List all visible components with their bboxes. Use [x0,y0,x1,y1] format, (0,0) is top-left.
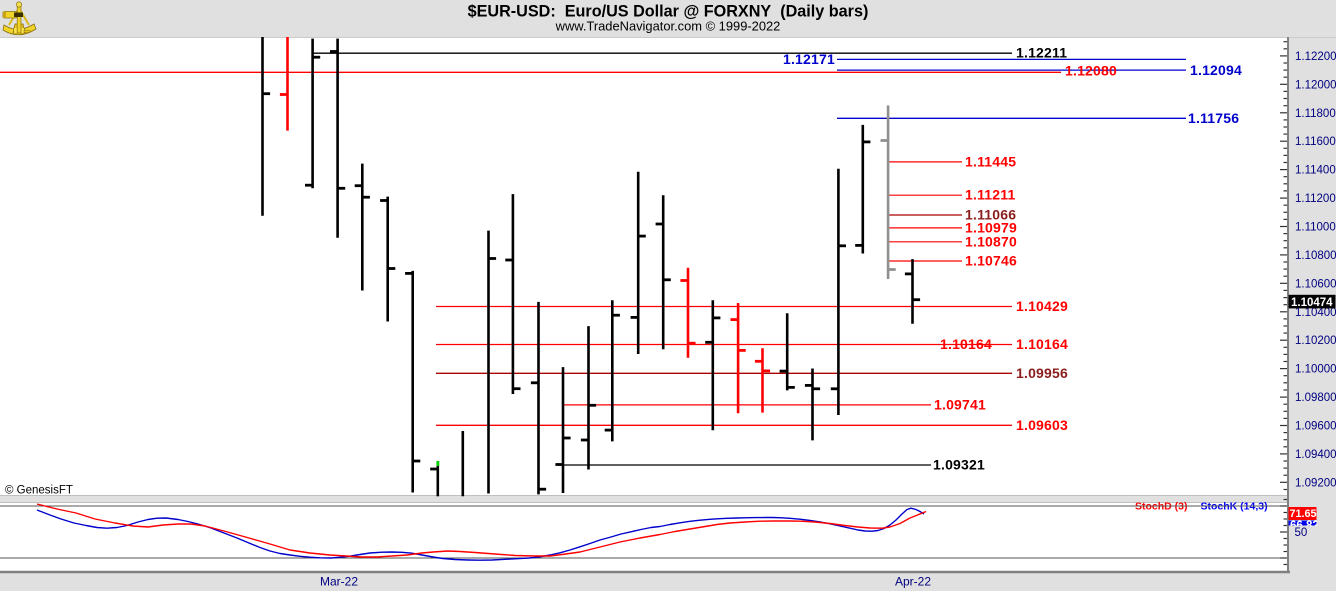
svg-text:1.11756: 1.11756 [1188,110,1239,126]
svg-text:1.11211: 1.11211 [965,187,1015,203]
svg-text:1.11000: 1.11000 [1295,222,1336,234]
svg-text:66.82: 66.82 [1290,520,1319,532]
svg-text:1.10870: 1.10870 [965,233,1017,249]
svg-text:1.10746: 1.10746 [965,253,1017,269]
svg-text:1.09741: 1.09741 [934,396,986,412]
svg-text:1.09800: 1.09800 [1295,392,1336,404]
svg-text:1.12094: 1.12094 [1190,62,1242,78]
svg-text:1.11066: 1.11066 [965,207,1016,223]
svg-text:1.09400: 1.09400 [1295,449,1336,461]
svg-text:1.10164: 1.10164 [940,336,992,352]
svg-text:1.10164: 1.10164 [1016,336,1068,352]
svg-text:1.12000: 1.12000 [1295,79,1336,91]
svg-text:Mar-22: Mar-22 [320,575,358,589]
svg-text:www.TradeNavigator.com © 1999-: www.TradeNavigator.com © 1999-2022 [555,19,781,34]
svg-text:1.11445: 1.11445 [965,153,1016,169]
svg-text:Apr-22: Apr-22 [895,575,931,589]
svg-text:1.10979: 1.10979 [965,219,1017,235]
svg-text:1.09200: 1.09200 [1295,477,1336,489]
svg-text:© GenesisFT: © GenesisFT [5,485,73,497]
svg-text:1.10474: 1.10474 [1291,297,1333,309]
svg-text:1.09603: 1.09603 [1016,417,1068,433]
svg-text:71.65: 71.65 [1290,508,1317,520]
svg-text:$EUR-USD: Euro/US Dollar @ FO: $EUR-USD: Euro/US Dollar @ FORXNY (Daily… [468,3,869,21]
svg-text:1.10400: 1.10400 [1295,307,1336,319]
svg-text:1.10429: 1.10429 [1016,298,1068,314]
svg-text:1.10800: 1.10800 [1295,250,1336,262]
svg-text:1.09321: 1.09321 [933,457,985,473]
svg-text:1.09956: 1.09956 [1016,365,1068,381]
svg-text:1.11600: 1.11600 [1295,136,1336,148]
svg-text:1.12211: 1.12211 [1016,45,1067,61]
svg-text:1.10200: 1.10200 [1295,335,1336,347]
svg-text:50: 50 [1295,527,1308,539]
svg-text:1.11800: 1.11800 [1295,108,1336,120]
svg-text:1.10600: 1.10600 [1295,278,1336,290]
svg-text:1.09600: 1.09600 [1295,421,1336,433]
svg-text:1.12171: 1.12171 [783,51,835,67]
svg-text:1.10000: 1.10000 [1295,364,1336,376]
svg-text:1.11200: 1.11200 [1295,193,1336,205]
svg-text:1.12080: 1.12080 [1065,63,1117,79]
svg-text:1.11400: 1.11400 [1295,165,1336,177]
svg-text:1.12200: 1.12200 [1295,51,1336,63]
